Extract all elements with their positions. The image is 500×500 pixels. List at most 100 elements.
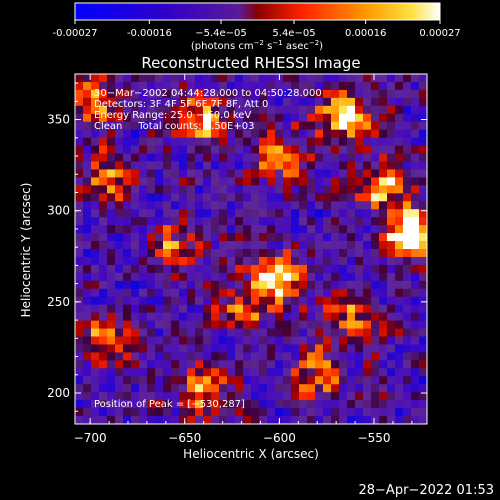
heatmap-cell xyxy=(259,121,268,131)
heatmap-cell xyxy=(403,153,412,162)
heatmap-cell xyxy=(259,105,268,115)
heatmap-cell xyxy=(163,89,172,99)
heatmap-cell xyxy=(75,89,84,99)
heatmap-cell xyxy=(411,400,420,409)
heatmap-cell xyxy=(243,217,252,226)
heatmap-cell xyxy=(203,368,212,377)
heatmap-cell xyxy=(347,137,356,146)
heatmap-cell xyxy=(387,280,396,290)
heatmap-cell xyxy=(203,392,212,401)
heatmap-cell xyxy=(347,113,356,123)
colorbar-ticks: -0.00027 -0.00016 −5.4e−05 5.4e−05 0.00016 0.… xyxy=(53,20,461,39)
heatmap-cell xyxy=(347,225,356,234)
heatmap-cell xyxy=(323,89,332,99)
heatmap-cell xyxy=(131,368,140,377)
heatmap-cell xyxy=(307,336,316,345)
heatmap-cell xyxy=(371,169,380,178)
heatmap-cell xyxy=(371,336,380,345)
heatmap-cell xyxy=(379,400,388,409)
heatmap-cell xyxy=(107,368,116,377)
heatmap-cell xyxy=(379,376,388,385)
heatmap-cell xyxy=(355,384,364,393)
heatmap-cell xyxy=(83,376,92,385)
heatmap-cell xyxy=(307,416,316,424)
heatmap-cell xyxy=(283,145,292,154)
heatmap-cell xyxy=(403,169,412,178)
heatmap-cell xyxy=(171,336,180,345)
heatmap-cell xyxy=(179,296,188,306)
heatmap-cell xyxy=(147,97,156,107)
heatmap-cell xyxy=(339,280,348,290)
heatmap-cell xyxy=(91,288,100,298)
heatmap-cell xyxy=(339,376,348,385)
heatmap-cell xyxy=(123,264,132,274)
heatmap-cell xyxy=(243,209,252,218)
heatmap-cell xyxy=(187,360,196,369)
heatmap-cell xyxy=(75,312,84,321)
heatmap-cell xyxy=(227,201,236,210)
heatmap-cell xyxy=(283,416,292,424)
heatmap-cell xyxy=(227,328,236,337)
heatmap-cell xyxy=(267,97,276,107)
heatmap-cell xyxy=(323,113,332,123)
heatmap-cell xyxy=(83,304,92,314)
heatmap-cell xyxy=(291,209,300,218)
heatmap-cell xyxy=(91,249,100,258)
heatmap-cell xyxy=(203,137,212,146)
heatmap-cell xyxy=(323,416,332,424)
heatmap-cell xyxy=(203,209,212,218)
heatmap-cell xyxy=(163,185,172,194)
heatmap-cell xyxy=(251,288,260,298)
heatmap-cell xyxy=(411,376,420,385)
heatmap-cell xyxy=(315,264,324,274)
heatmap-cell xyxy=(291,193,300,202)
heatmap-cell xyxy=(283,209,292,218)
heatmap-cell xyxy=(163,360,172,369)
heatmap-cell xyxy=(187,121,196,131)
heatmap-cell xyxy=(411,185,420,194)
heatmap-cell xyxy=(131,280,140,290)
heatmap-cell xyxy=(291,201,300,210)
heatmap-cell xyxy=(171,217,180,226)
heatmap-cell xyxy=(147,264,156,274)
heatmap-cell xyxy=(331,161,340,170)
heatmap-cell xyxy=(139,89,148,99)
heatmap-cell xyxy=(323,368,332,377)
heatmap-cell xyxy=(379,328,388,337)
heatmap-cell xyxy=(219,129,228,139)
heatmap-cell xyxy=(83,89,92,99)
heatmap-cell xyxy=(139,392,148,401)
heatmap-cell xyxy=(299,161,308,170)
heatmap-cell xyxy=(243,376,252,385)
heatmap-cell xyxy=(419,185,427,194)
heatmap-cell xyxy=(315,408,324,417)
heatmap-cell xyxy=(163,137,172,146)
heatmap-cell xyxy=(171,256,180,266)
heatmap-cell xyxy=(163,328,172,337)
heatmap-cell xyxy=(107,97,116,107)
heatmap-cell xyxy=(235,97,244,107)
heatmap-cell xyxy=(211,153,220,162)
heatmap-cell xyxy=(139,145,148,154)
heatmap-cell xyxy=(219,145,228,154)
heatmap-cell xyxy=(115,328,124,337)
heatmap-cell xyxy=(355,360,364,369)
heatmap-cell xyxy=(99,304,108,314)
heatmap-cell xyxy=(275,129,284,139)
heatmap-cell xyxy=(259,249,268,258)
annotation-clean-counts: Clean Total counts: 7.50E+03 xyxy=(94,121,254,132)
heatmap-cell xyxy=(387,336,396,345)
heatmap-cell xyxy=(91,360,100,369)
heatmap-cell xyxy=(115,304,124,314)
heatmap-cell xyxy=(251,145,260,154)
heatmap-cell xyxy=(195,328,204,337)
heatmap-cell xyxy=(219,169,228,178)
heatmap-cell xyxy=(171,416,180,424)
heatmap-cell xyxy=(419,137,427,146)
heatmap-cell xyxy=(315,328,324,337)
heatmap-cell xyxy=(155,296,164,306)
heatmap-cell xyxy=(379,304,388,314)
heatmap-cell xyxy=(331,97,340,107)
heatmap-cell xyxy=(243,328,252,337)
heatmap-cell xyxy=(323,137,332,146)
